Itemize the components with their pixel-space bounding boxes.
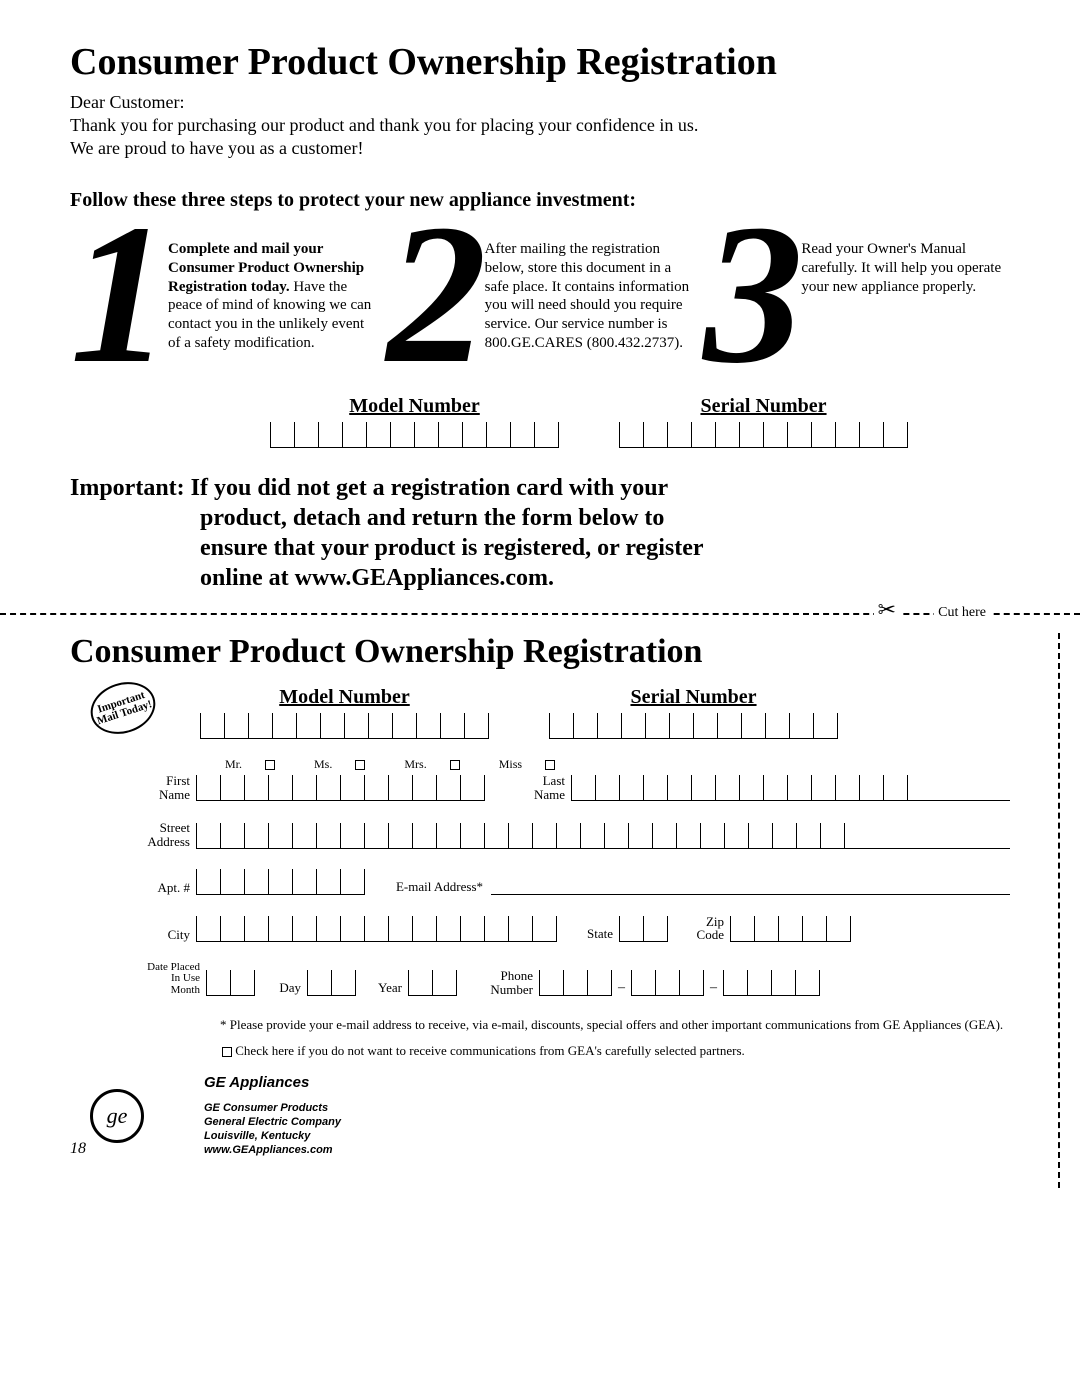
date-phone-row: Date PlacedIn UseMonth Day Year PhoneNum… — [140, 962, 1010, 997]
serial-input-form[interactable] — [549, 713, 838, 739]
serial-label: Serial Number — [619, 395, 908, 418]
city-label: City — [140, 928, 190, 942]
last-name-label: LastName — [505, 774, 565, 801]
optout-disclaimer: Check here if you do not want to receive… — [220, 1042, 1010, 1060]
phone-label: PhoneNumber — [463, 969, 533, 996]
street-input[interactable] — [196, 823, 1010, 849]
name-row: FirstName LastName — [140, 774, 1010, 801]
day-label: Day — [261, 980, 301, 996]
page-number: 18 — [70, 1140, 86, 1158]
serial-block-form: Serial Number — [549, 686, 838, 739]
step-1: 1 Complete and mail your Consumer Produc… — [70, 220, 377, 370]
miss-checkbox[interactable] — [545, 760, 555, 770]
step-2: 2 After mailing the registration below, … — [387, 220, 694, 370]
state-input[interactable] — [619, 916, 668, 942]
important-l2: product, detach and return the form belo… — [200, 503, 1010, 533]
phone-input-3[interactable] — [723, 970, 820, 996]
step-1-number: 1 — [70, 220, 162, 370]
step-3-text: Read your Owner's Manual carefully. It w… — [801, 220, 1010, 296]
model-block-top: Model Number — [270, 395, 559, 448]
optout-checkbox[interactable] — [222, 1047, 232, 1057]
important-l4: online at www.GEAppliances.com. — [200, 563, 1010, 593]
mrs-label: Mrs. — [404, 757, 477, 771]
step-3: 3 Read your Owner's Manual carefully. It… — [703, 220, 1010, 370]
model-input[interactable] — [270, 422, 559, 448]
city-input[interactable] — [196, 916, 557, 942]
apt-label: Apt. # — [140, 881, 190, 895]
phone-input-2[interactable] — [631, 970, 704, 996]
zip-label: ZipCode — [674, 915, 724, 942]
last-name-input[interactable] — [571, 775, 1010, 801]
form-title: Consumer Product Ownership Registration — [70, 633, 1010, 671]
registration-form: Consumer Product Ownership Registration … — [70, 633, 1010, 1188]
miss-label: Miss — [499, 757, 573, 771]
apt-input[interactable] — [196, 869, 365, 895]
email-label: E-mail Address* — [373, 879, 483, 895]
important-l3: ensure that your product is registered, … — [200, 533, 1010, 563]
step-3-number: 3 — [703, 220, 795, 370]
brand-name: GE Appliances — [204, 1074, 341, 1091]
apt-email-row: Apt. # E-mail Address* — [140, 869, 1010, 895]
model-label: Model Number — [270, 395, 559, 418]
steps-row: 1 Complete and mail your Consumer Produc… — [70, 220, 1010, 370]
date-label: Date PlacedIn UseMonth — [140, 962, 200, 997]
street-label: StreetAddress — [140, 821, 190, 848]
year-input[interactable] — [408, 970, 457, 996]
mail-today-stamp: Important Mail Today! — [84, 674, 162, 742]
number-fields-top: Model Number Serial Number — [270, 395, 1010, 448]
ms-checkbox[interactable] — [355, 760, 365, 770]
street-row: StreetAddress — [140, 821, 1010, 848]
serial-label-form: Serial Number — [549, 686, 838, 709]
first-name-label: FirstName — [140, 774, 190, 801]
year-label: Year — [362, 980, 402, 996]
thanks-line-2: We are proud to have you as a customer! — [70, 138, 1010, 159]
page-title: Consumer Product Ownership Registration — [70, 40, 1010, 84]
serial-block-top: Serial Number — [619, 395, 908, 448]
footer-text: GE Appliances GE Consumer Products Gener… — [204, 1074, 341, 1158]
ms-label: Ms. — [314, 757, 383, 771]
month-input[interactable] — [206, 970, 255, 996]
model-block-form: Model Number — [200, 686, 489, 739]
company-info: GE Consumer Products General Electric Co… — [204, 1101, 341, 1158]
step-1-text: Complete and mail your Consumer Product … — [168, 220, 377, 353]
greeting: Dear Customer: — [70, 92, 1010, 113]
model-input-form[interactable] — [200, 713, 489, 739]
title-checkboxes: Mr. Ms. Mrs. Miss — [225, 757, 1010, 772]
thanks-line-1: Thank you for purchasing our product and… — [70, 115, 1010, 136]
step-2-text: After mailing the registration below, st… — [485, 220, 694, 353]
serial-input[interactable] — [619, 422, 908, 448]
important-label: Important: — [70, 475, 185, 501]
cut-line: ✂ Cut here — [0, 603, 1080, 623]
cut-here-label: Cut here — [934, 605, 990, 621]
important-notice: Important: If you did not get a registra… — [70, 473, 1010, 593]
form-fields: Mr. Ms. Mrs. Miss FirstName LastName Str… — [140, 757, 1010, 996]
ge-logo-icon: ge — [90, 1089, 144, 1143]
phone-input-1[interactable] — [539, 970, 612, 996]
mr-checkbox[interactable] — [265, 760, 275, 770]
step-2-number: 2 — [387, 220, 479, 370]
model-label-form: Model Number — [200, 686, 489, 709]
steps-heading: Follow these three steps to protect your… — [70, 189, 1010, 212]
state-label: State — [563, 926, 613, 942]
mrs-checkbox[interactable] — [450, 760, 460, 770]
zip-input[interactable] — [730, 916, 851, 942]
important-l1: If you did not get a registration card w… — [185, 475, 669, 501]
footer: ge GE Appliances GE Consumer Products Ge… — [70, 1074, 1010, 1158]
day-input[interactable] — [307, 970, 356, 996]
email-input[interactable] — [491, 879, 1010, 895]
first-name-input[interactable] — [196, 775, 485, 801]
dashed-line — [0, 613, 1080, 615]
city-state-zip-row: City State ZipCode — [140, 915, 1010, 942]
right-dashed-border — [1058, 633, 1060, 1188]
number-fields-form: Model Number Serial Number — [200, 686, 1010, 739]
scissors-icon: ✂ — [874, 597, 900, 623]
email-disclaimer: * Please provide your e-mail address to … — [220, 1016, 1010, 1034]
mr-label: Mr. — [225, 757, 293, 771]
